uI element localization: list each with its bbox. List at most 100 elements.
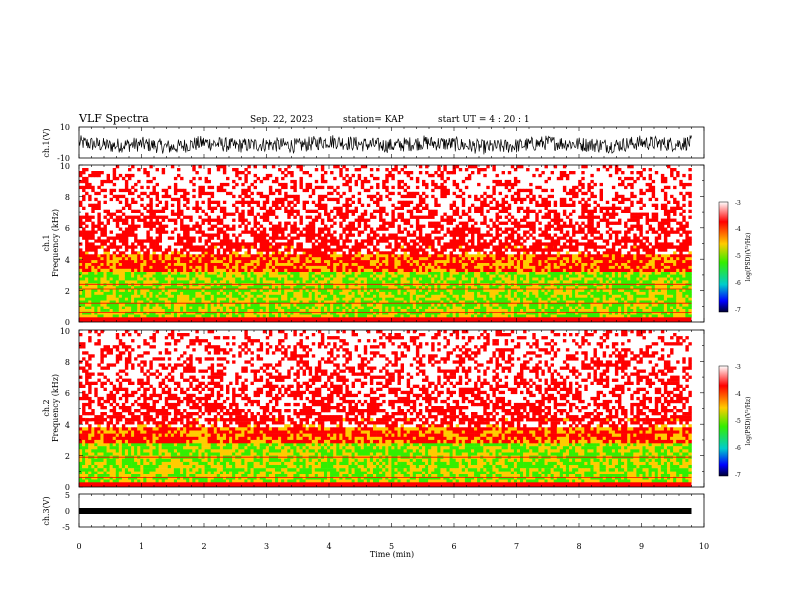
spec1-cell (443, 306, 447, 310)
spec1-cell (118, 173, 123, 178)
spec1-cell (360, 257, 365, 261)
spec1-cell (464, 271, 469, 275)
spec1-cell (241, 245, 245, 249)
spec1-cell (562, 306, 567, 310)
spec1-cell (115, 215, 120, 219)
spec1-cell (213, 257, 218, 261)
spec1-cell (281, 297, 285, 301)
spec1-cell (330, 286, 334, 290)
spec1-cell (259, 277, 264, 281)
spec1-cell (109, 297, 113, 301)
spec1-cell (131, 291, 135, 296)
spec1-cell (443, 286, 447, 290)
spec1-cell (562, 297, 567, 301)
spec1-cell (259, 300, 264, 304)
spec1-cell (226, 294, 230, 298)
spec1-cell (124, 265, 129, 270)
spec1-cell (581, 263, 585, 267)
spec1-cell (275, 254, 279, 258)
spec1-cell (523, 257, 527, 261)
spec1-cell (670, 265, 674, 270)
spec1-cell (611, 274, 616, 278)
spec1-cell (271, 311, 276, 315)
spec1-cell (152, 311, 156, 315)
spec1-cell (495, 277, 499, 281)
spec1-cell (581, 303, 585, 307)
spec1-cell (366, 300, 371, 304)
spec1-cell (268, 254, 273, 258)
spec1-cell (351, 245, 355, 249)
spec1-cell (311, 254, 316, 258)
spec1-cell (336, 274, 340, 278)
spec1-cell (82, 291, 86, 296)
spec1-cell (348, 289, 352, 293)
spec1-cell (385, 254, 389, 258)
spec1-cell (492, 311, 496, 315)
spec1-cell (565, 314, 570, 318)
spec1-cell (259, 289, 264, 293)
spec1-cell (581, 274, 585, 278)
spec1-cell (204, 254, 208, 258)
spec1-cell (311, 289, 316, 293)
spec1-cell (137, 242, 141, 246)
spec1-cell (651, 306, 656, 310)
spec1-cell (308, 268, 313, 272)
spec1-cell (676, 254, 680, 258)
spec1-cell (290, 286, 294, 290)
spec1-cell (91, 171, 95, 175)
spec1-cell (180, 289, 184, 293)
spec1-cell (112, 239, 117, 243)
spec1-cell (642, 277, 646, 281)
spec1-cell (311, 306, 316, 310)
spec1-cell (449, 309, 453, 312)
spec1-cell (670, 280, 674, 284)
spec1-cell (253, 268, 257, 272)
ch1-trace-line (78, 135, 692, 155)
spec1-cell (501, 280, 505, 284)
spec1-cell (458, 263, 463, 267)
spec1-cell (115, 209, 120, 213)
spec1-cell (167, 274, 172, 278)
spec1-cell (415, 297, 420, 301)
spec1-cell (278, 277, 282, 281)
spec1-cell (213, 274, 218, 278)
spec1-cell (161, 227, 166, 231)
spec1-cell (152, 271, 156, 275)
spec1-cell (464, 283, 469, 287)
spec1-cell (679, 294, 683, 298)
spec1-cell (434, 274, 438, 278)
spec1-cell (348, 280, 352, 284)
spec1-cell (363, 286, 368, 290)
spec1-cell (265, 265, 270, 270)
spec1-cell (614, 277, 619, 281)
spec1-cell (241, 268, 245, 272)
spec1-cell (544, 268, 548, 272)
spec1-cell (507, 271, 512, 275)
spec1-cell (467, 297, 472, 301)
spec1-cell (302, 283, 306, 287)
spec1-cell (489, 300, 493, 304)
spec1-cell (317, 268, 322, 272)
spec1-cell (167, 254, 172, 258)
spec1-cell (324, 311, 328, 315)
spec1-cell (547, 263, 551, 267)
spec1-cell (578, 300, 582, 304)
spec1-cell (241, 257, 245, 261)
spec1-cell (91, 280, 95, 284)
spec1-cell (376, 297, 380, 301)
spec1-cell (195, 294, 199, 298)
spec1-cell (667, 265, 671, 270)
spec1-cell (520, 311, 524, 315)
spec1-cell (330, 274, 334, 278)
spec1-cell (330, 280, 334, 284)
spec1-cell (265, 306, 270, 310)
spec1-cell (523, 268, 527, 272)
spec1-cell (170, 260, 175, 264)
spec1-cell (97, 200, 101, 204)
spec1-cell (351, 280, 355, 284)
spec1-cell (131, 265, 135, 270)
spec1-cell (164, 297, 169, 301)
spec1-cell (112, 212, 117, 216)
spec1-cell (97, 280, 101, 284)
spec1-cell (657, 303, 662, 307)
